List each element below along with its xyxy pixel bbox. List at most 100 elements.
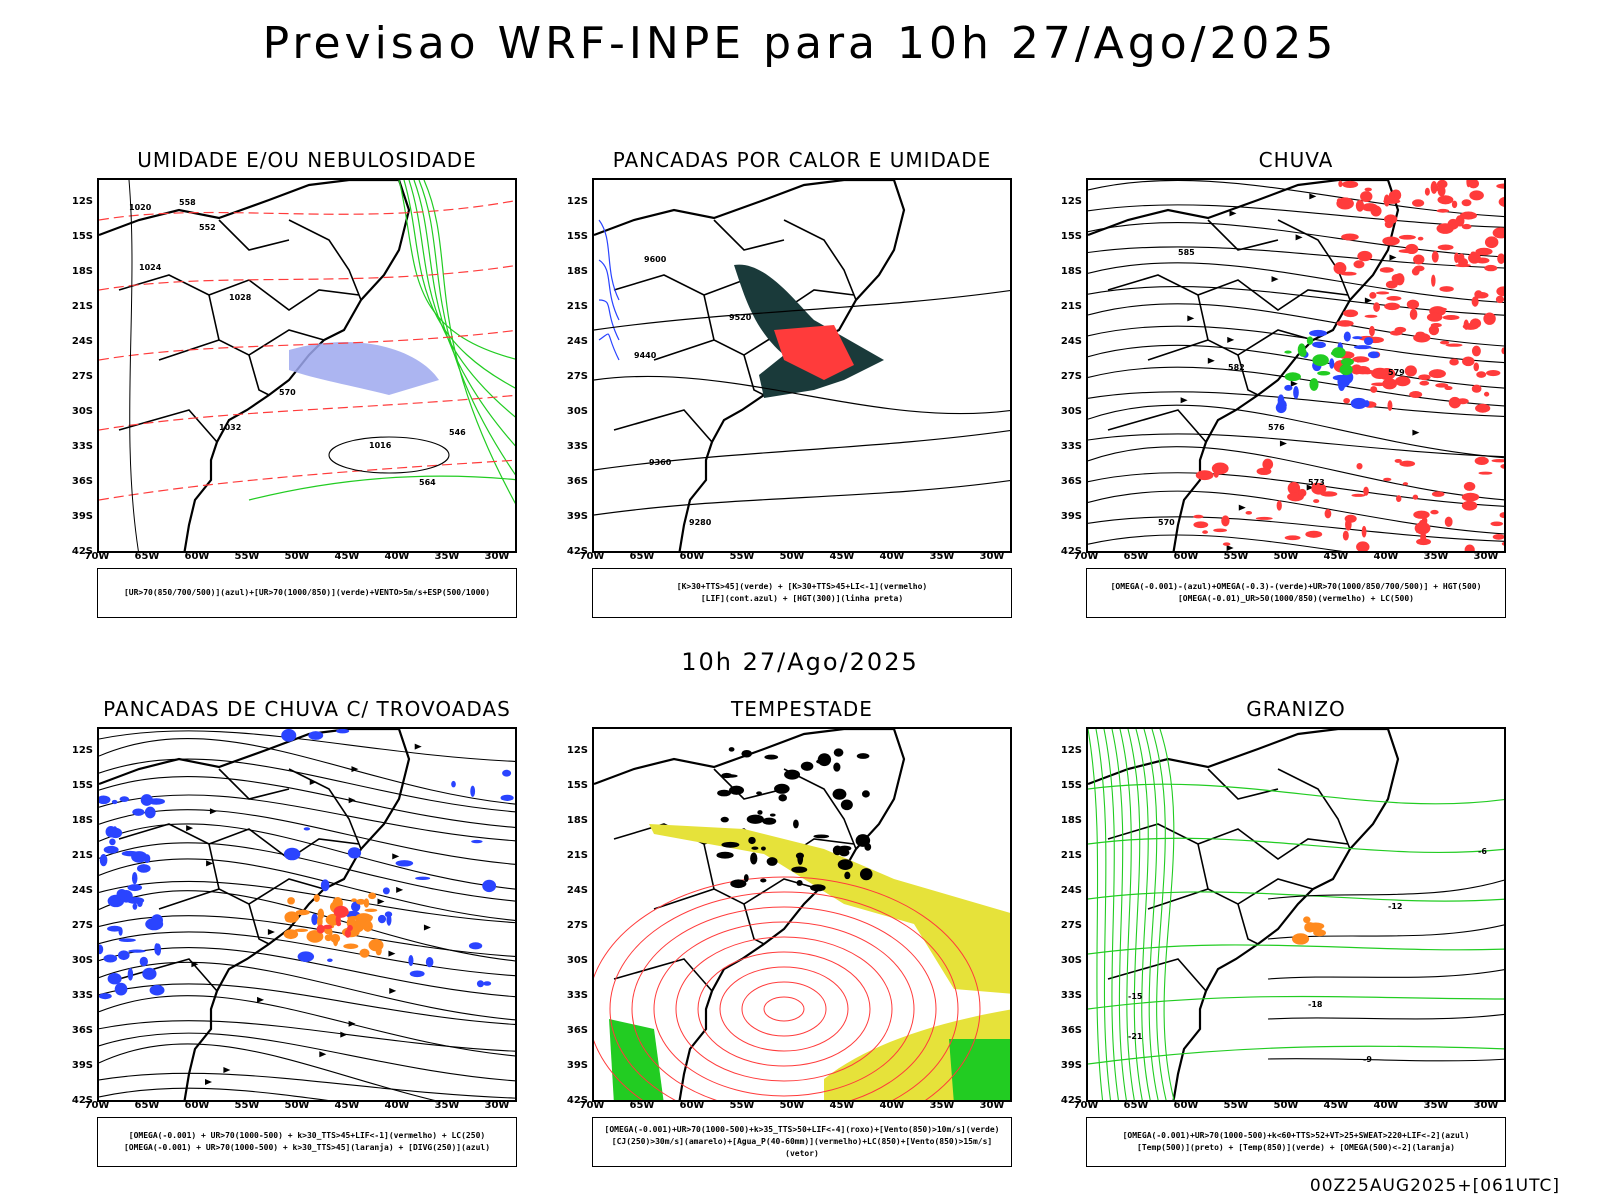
lat-tick-label: 36S <box>566 1025 588 1036</box>
thunder-area-orange <box>359 948 370 958</box>
contour-label: 9520 <box>729 313 752 322</box>
lat-tick-label: 42S <box>71 1095 93 1106</box>
streamline-arrow <box>223 1066 231 1073</box>
rain-area-red <box>1458 257 1469 267</box>
lon-tick-label: 35W <box>1423 551 1449 562</box>
lat-tick-label: 21S <box>71 850 93 861</box>
lat-tick-label: 15S <box>71 780 93 791</box>
wind-vector <box>838 848 850 857</box>
thunder-area-red <box>335 914 341 925</box>
thunder-area-orange <box>317 908 325 920</box>
contour-label: 1028 <box>229 293 252 302</box>
rain-area-blue <box>1350 397 1367 410</box>
rain-area-red <box>1345 518 1352 531</box>
lon-tick-label: 55W <box>1223 1100 1249 1111</box>
lat-tick-label: 15S <box>1060 231 1082 242</box>
rain-area-red <box>1402 482 1409 486</box>
rain-area-blue <box>1284 384 1293 391</box>
streamline <box>1088 366 1504 407</box>
lon-tick-label: 55W <box>234 1100 260 1111</box>
rain-area-red <box>1417 236 1424 241</box>
rain-area-red <box>1437 244 1454 251</box>
rain-area-red <box>1473 362 1480 372</box>
rain-area-red <box>1430 180 1438 194</box>
rain-area-red <box>1437 185 1446 197</box>
thunder-area-orange <box>313 894 320 903</box>
rain-area-green <box>1284 350 1292 354</box>
rain-area-red <box>1471 296 1479 307</box>
temp850-contour-green <box>1088 729 1104 1100</box>
rain-area-red <box>1435 383 1449 388</box>
country-borders <box>1107 768 1351 992</box>
lat-tick-label: 24S <box>566 336 588 347</box>
contour-label: 9280 <box>689 518 712 527</box>
lat-tick-label: 18S <box>1060 815 1082 826</box>
rain-area-red <box>1483 391 1490 397</box>
rain-area-red <box>1382 236 1400 246</box>
rain-area-red <box>1490 521 1504 527</box>
wind-vector <box>720 816 729 823</box>
divergence-blue <box>482 879 497 893</box>
streamline-arrow <box>267 929 275 936</box>
wind-vector <box>741 749 753 758</box>
lon-tick-label: 65W <box>629 551 655 562</box>
rain-area-red <box>1444 385 1453 391</box>
temp850-contour-green <box>1111 729 1127 1100</box>
legend-line: [OMEGA(-0.001)+UR>70(1000-500)+k<60+TTS>… <box>1122 1131 1470 1140</box>
divergence-blue <box>121 850 140 857</box>
rain-area-red <box>1284 535 1301 541</box>
temp850-contour-green <box>1088 783 1504 805</box>
streamline <box>1088 325 1504 364</box>
rain-area-green <box>1306 336 1314 345</box>
map-canvas: 9600 9520 9440 9360 9280 <box>594 180 1010 551</box>
temp850-contour-green <box>1103 729 1120 1100</box>
wind-vector <box>784 769 801 780</box>
divergence-blue <box>502 769 512 777</box>
wind-vector <box>721 772 733 779</box>
rain-area-red <box>1461 223 1472 230</box>
streamline <box>1088 516 1504 542</box>
streamline <box>99 823 515 890</box>
streamline-arrow <box>392 853 400 860</box>
lon-tick-label: 70W <box>1073 1100 1099 1111</box>
wind-vector <box>844 871 851 880</box>
contour-label: 564 <box>419 478 436 487</box>
divergence-blue <box>132 903 138 910</box>
divergence-blue <box>136 897 143 908</box>
thunder-area-orange <box>351 898 357 902</box>
contour-label: 585 <box>1178 248 1195 257</box>
rain-area-red <box>1409 391 1423 398</box>
coastline <box>594 180 906 551</box>
divergence-blue <box>395 860 414 867</box>
rain-area-green <box>1309 378 1319 391</box>
lon-tick-label: 50W <box>779 1100 805 1111</box>
rain-area-red <box>1361 203 1378 212</box>
lat-tick-label: 18S <box>71 266 93 277</box>
divergence-blue <box>476 980 485 988</box>
contour-label: 546 <box>449 428 466 437</box>
rain-area-red <box>1412 199 1425 207</box>
lon-tick-label: 65W <box>1123 551 1149 562</box>
contour-label: 582 <box>1228 363 1245 372</box>
rain-area-red <box>1371 382 1388 387</box>
rain-area-red <box>1343 397 1350 404</box>
thickness-contour-red <box>99 264 515 291</box>
lat-tick-label: 36S <box>1060 476 1082 487</box>
lon-tick-label: 50W <box>284 1100 310 1111</box>
wind-vector <box>746 814 764 824</box>
lat-tick-label: 42S <box>566 546 588 557</box>
lat-tick-label: 39S <box>1060 1060 1082 1071</box>
rain-area-red <box>1416 538 1432 546</box>
rain-area-red <box>1501 541 1504 546</box>
streamline <box>99 809 515 865</box>
divergence-blue <box>320 879 330 892</box>
lon-tick-label: 40W <box>384 1100 410 1111</box>
streamline <box>99 931 515 977</box>
rain-area-red <box>1426 312 1443 322</box>
rain-area-red <box>1464 544 1475 551</box>
streamline-arrow <box>389 987 397 994</box>
rain-area-red <box>1461 492 1480 502</box>
wind-vector <box>728 785 745 795</box>
wind-vector <box>813 834 830 839</box>
streamline-arrow <box>423 924 431 931</box>
